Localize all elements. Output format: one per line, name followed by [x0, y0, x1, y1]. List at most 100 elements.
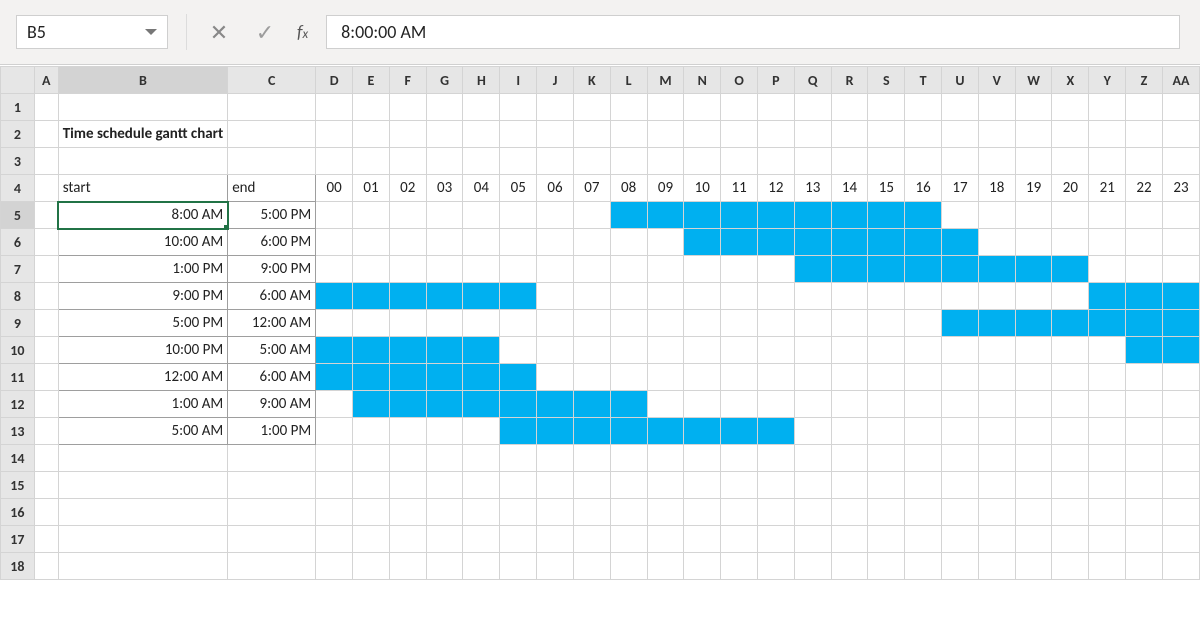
cell-AA2[interactable]	[1162, 121, 1199, 148]
gantt-cell-empty[interactable]	[757, 391, 794, 418]
gantt-cell-empty[interactable]	[316, 310, 353, 337]
gantt-cell-empty[interactable]	[757, 283, 794, 310]
cell-S18[interactable]	[868, 553, 905, 580]
gantt-cell-filled[interactable]	[1015, 256, 1052, 283]
gantt-cell-filled[interactable]	[1126, 337, 1163, 364]
gantt-cell-empty[interactable]	[942, 202, 979, 229]
cell-K2[interactable]	[573, 121, 610, 148]
hour-header-19[interactable]: 19	[1015, 175, 1052, 202]
row-header-11[interactable]: 11	[1, 364, 35, 391]
cell-L2[interactable]	[610, 121, 647, 148]
cell-Y18[interactable]	[1089, 553, 1126, 580]
gantt-cell-empty[interactable]	[573, 229, 610, 256]
gantt-cell-filled[interactable]	[1162, 310, 1199, 337]
gantt-cell-filled[interactable]	[757, 202, 794, 229]
gantt-cell-empty[interactable]	[537, 229, 574, 256]
cell-B1[interactable]	[58, 94, 228, 121]
cell-B5[interactable]: 8:00 AM	[58, 202, 228, 229]
cell-E2[interactable]	[353, 121, 390, 148]
gantt-cell-empty[interactable]	[1126, 202, 1163, 229]
gantt-cell-empty[interactable]	[942, 337, 979, 364]
gantt-cell-filled[interactable]	[1052, 256, 1089, 283]
gantt-cell-empty[interactable]	[868, 283, 905, 310]
gantt-cell-empty[interactable]	[794, 391, 831, 418]
gantt-cell-filled[interactable]	[353, 391, 390, 418]
cell-C14[interactable]	[228, 445, 316, 472]
gantt-cell-empty[interactable]	[1015, 337, 1052, 364]
gantt-cell-filled[interactable]	[868, 229, 905, 256]
cell-AA1[interactable]	[1162, 94, 1199, 121]
cell-I15[interactable]	[500, 472, 537, 499]
cell-C4[interactable]: end	[228, 175, 316, 202]
gantt-cell-filled[interactable]	[942, 310, 979, 337]
cell-L15[interactable]	[610, 472, 647, 499]
cell-K18[interactable]	[573, 553, 610, 580]
cell-C10[interactable]: 5:00 AM	[228, 337, 316, 364]
cell-L3[interactable]	[610, 148, 647, 175]
cell-AA16[interactable]	[1162, 499, 1199, 526]
cell-Y14[interactable]	[1089, 445, 1126, 472]
gantt-cell-empty[interactable]	[426, 229, 463, 256]
gantt-cell-empty[interactable]	[389, 256, 426, 283]
gantt-cell-empty[interactable]	[500, 202, 537, 229]
gantt-cell-empty[interactable]	[684, 391, 721, 418]
gantt-cell-empty[interactable]	[316, 391, 353, 418]
cell-A5[interactable]	[34, 202, 58, 229]
gantt-cell-empty[interactable]	[463, 418, 500, 445]
gantt-cell-empty[interactable]	[1126, 229, 1163, 256]
gantt-cell-empty[interactable]	[831, 364, 868, 391]
cell-A4[interactable]	[34, 175, 58, 202]
cell-N2[interactable]	[684, 121, 721, 148]
cell-M17[interactable]	[647, 526, 684, 553]
cell-U1[interactable]	[942, 94, 979, 121]
gantt-cell-filled[interactable]	[463, 364, 500, 391]
row-header-10[interactable]: 10	[1, 337, 35, 364]
gantt-cell-filled[interactable]	[316, 337, 353, 364]
cell-K17[interactable]	[573, 526, 610, 553]
cell-T15[interactable]	[905, 472, 942, 499]
column-header-Q[interactable]: Q	[794, 67, 831, 94]
cell-O2[interactable]	[721, 121, 758, 148]
gantt-cell-filled[interactable]	[610, 391, 647, 418]
cell-S2[interactable]	[868, 121, 905, 148]
cell-M15[interactable]	[647, 472, 684, 499]
row-header-15[interactable]: 15	[1, 472, 35, 499]
gantt-cell-empty[interactable]	[1089, 418, 1126, 445]
gantt-cell-empty[interactable]	[389, 229, 426, 256]
gantt-cell-empty[interactable]	[647, 310, 684, 337]
hour-header-17[interactable]: 17	[942, 175, 979, 202]
gantt-cell-empty[interactable]	[647, 283, 684, 310]
cell-A3[interactable]	[34, 148, 58, 175]
gantt-cell-filled[interactable]	[684, 202, 721, 229]
cell-Q14[interactable]	[794, 445, 831, 472]
cell-U2[interactable]	[942, 121, 979, 148]
gantt-cell-empty[interactable]	[684, 364, 721, 391]
cell-K16[interactable]	[573, 499, 610, 526]
gantt-cell-filled[interactable]	[1162, 337, 1199, 364]
column-header-S[interactable]: S	[868, 67, 905, 94]
hour-header-08[interactable]: 08	[610, 175, 647, 202]
row-header-3[interactable]: 3	[1, 148, 35, 175]
column-header-E[interactable]: E	[353, 67, 390, 94]
cell-X17[interactable]	[1052, 526, 1089, 553]
cell-L14[interactable]	[610, 445, 647, 472]
gantt-cell-filled[interactable]	[353, 283, 390, 310]
gantt-cell-empty[interactable]	[353, 310, 390, 337]
cell-H17[interactable]	[463, 526, 500, 553]
gantt-cell-filled[interactable]	[905, 256, 942, 283]
row-header-14[interactable]: 14	[1, 445, 35, 472]
cell-L16[interactable]	[610, 499, 647, 526]
gantt-cell-empty[interactable]	[721, 337, 758, 364]
hour-header-22[interactable]: 22	[1126, 175, 1163, 202]
cell-R3[interactable]	[831, 148, 868, 175]
gantt-cell-empty[interactable]	[1052, 364, 1089, 391]
gantt-cell-filled[interactable]	[500, 283, 537, 310]
gantt-cell-empty[interactable]	[942, 364, 979, 391]
cell-Q2[interactable]	[794, 121, 831, 148]
cell-N1[interactable]	[684, 94, 721, 121]
cell-Z16[interactable]	[1126, 499, 1163, 526]
gantt-cell-empty[interactable]	[1162, 391, 1199, 418]
cell-C5[interactable]: 5:00 PM	[228, 202, 316, 229]
cell-AA14[interactable]	[1162, 445, 1199, 472]
gantt-cell-filled[interactable]	[463, 283, 500, 310]
